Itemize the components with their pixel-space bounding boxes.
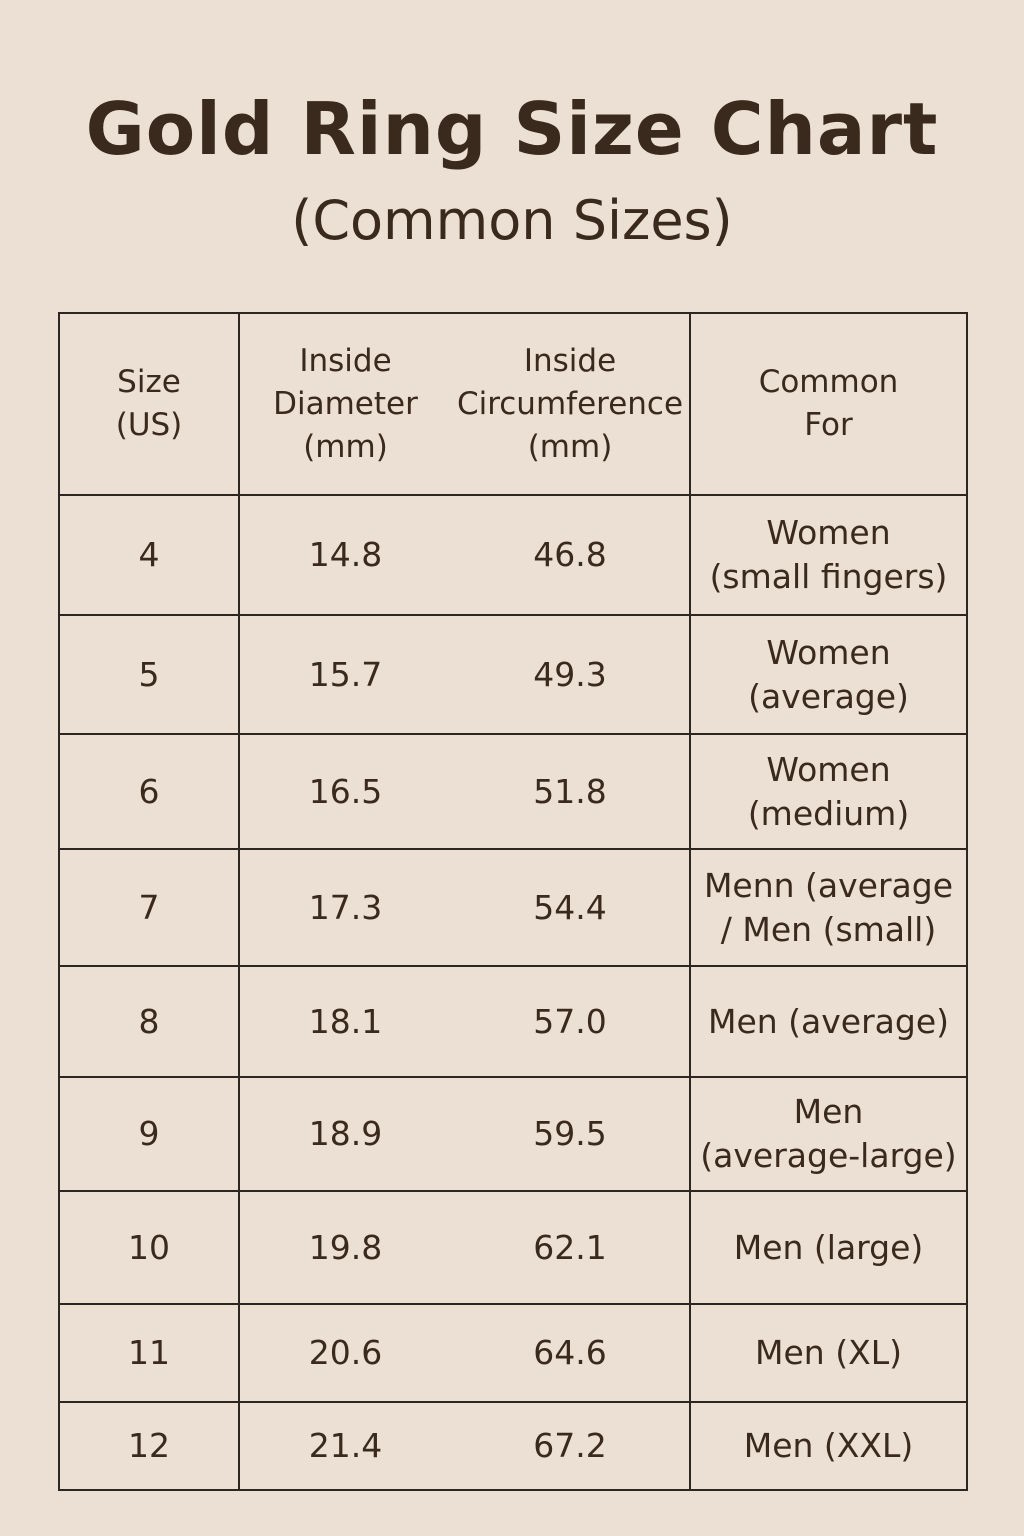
- cell-line: For: [804, 407, 853, 443]
- table-row: 10 19.8 62.1 Men (large): [58, 1190, 968, 1305]
- table-cell: 17.3: [238, 848, 451, 967]
- cell-line: Men: [793, 1092, 864, 1131]
- table-cell: 21.4: [238, 1401, 451, 1491]
- table-row: 5 15.7 49.3 Women (average): [58, 614, 968, 735]
- table-row: 7 17.3 54.4 Menn (average / Men (small): [58, 848, 968, 967]
- table-row: 9 18.9 59.5 Men (average-large): [58, 1076, 968, 1192]
- table-cell: 15.7: [238, 614, 451, 735]
- table-cell: Women (small fingers): [689, 494, 968, 616]
- cell-line: Men (large): [733, 1227, 924, 1267]
- cell-line: Women: [766, 513, 891, 552]
- cell-line: (US): [115, 407, 183, 443]
- cell-line: Menn (average: [703, 865, 954, 905]
- table-cell: 14.8: [238, 494, 451, 616]
- table-cell: Women (average): [689, 614, 968, 735]
- table-cell: Men (average-large): [689, 1076, 968, 1192]
- table-cell: 57.0: [451, 965, 691, 1078]
- cell-line: (small fingers): [709, 557, 948, 596]
- table-cell: 20.6: [238, 1303, 451, 1403]
- table-cell: Men (XL): [689, 1303, 968, 1403]
- table-cell: 7: [58, 848, 240, 967]
- table-cell: 59.5: [451, 1076, 691, 1192]
- header-cell: Size (US): [58, 312, 240, 496]
- cell-line: (mm): [303, 428, 388, 465]
- cell-line: Diameter: [273, 385, 418, 422]
- cell-line: / Men (small): [720, 909, 937, 949]
- table-cell: Men (average): [689, 965, 968, 1078]
- table-cell: 64.6: [451, 1303, 691, 1403]
- title: Gold Ring Size Chart: [85, 87, 939, 171]
- cell-line: Women: [766, 632, 891, 672]
- cell-line: Inside: [299, 342, 392, 379]
- table-cell: 51.8: [451, 733, 691, 850]
- cell-line: (medium): [747, 793, 910, 833]
- table-cell: 11: [58, 1303, 240, 1403]
- table-cell: 19.8: [238, 1190, 451, 1305]
- table-cell: Men (large): [689, 1190, 968, 1305]
- table-cell: 9: [58, 1076, 240, 1192]
- cell-line: Men (average): [707, 1001, 950, 1041]
- table-cell: 5: [58, 614, 240, 735]
- table-cell: 54.4: [451, 848, 691, 967]
- table-cell: 8: [58, 965, 240, 1078]
- table-cell: 4: [58, 494, 240, 616]
- table-cell: 18.9: [238, 1076, 451, 1192]
- table-cell: 10: [58, 1190, 240, 1305]
- cell-line: Common: [758, 364, 899, 400]
- cell-line: Inside: [523, 342, 617, 379]
- cell-line: (mm): [527, 428, 613, 465]
- table-row: 4 14.8 46.8 Women (small fingers): [58, 494, 968, 616]
- cell-line: Men (XXL): [743, 1426, 914, 1465]
- header-cell: Inside Diameter (mm): [238, 312, 451, 496]
- table-cell: 49.3: [451, 614, 691, 735]
- header-row: Size (US) Inside Diameter (mm) Inside Circumfe…: [58, 312, 968, 496]
- table-row: 12 21.4 67.2 Men (XXL): [58, 1401, 968, 1491]
- table-cell: 62.1: [451, 1190, 691, 1305]
- table-row: 11 20.6 64.6 Men (XL): [58, 1303, 968, 1403]
- table-cell: 12: [58, 1401, 240, 1491]
- table-cell: Men (XXL): [689, 1401, 968, 1491]
- subtitle: (Common Sizes): [291, 189, 733, 252]
- cell-line: (average): [748, 676, 909, 716]
- table-cell: 67.2: [451, 1401, 691, 1491]
- table-cell: Women (medium): [689, 733, 968, 850]
- table-cell: 16.5: [238, 733, 451, 850]
- table-row: 6 16.5 51.8 Women (medium): [58, 733, 968, 850]
- cell-line: Size: [117, 364, 181, 400]
- header-cell: Inside Circumference (mm): [451, 312, 691, 496]
- cell-line: Women: [766, 749, 891, 789]
- cell-line: (average-large): [700, 1136, 957, 1175]
- cell-line: Circumference: [456, 385, 684, 422]
- table-cell: 18.1: [238, 965, 451, 1078]
- table-cell: 46.8: [451, 494, 691, 616]
- cell-line: Men (XL): [755, 1333, 902, 1372]
- header-cell: Common For: [689, 312, 968, 496]
- size-table: Size (US) Inside Diameter (mm) Inside Circumfe…: [58, 312, 968, 1491]
- table-cell: Menn (average / Men (small): [689, 848, 968, 967]
- table-cell: 6: [58, 733, 240, 850]
- table-row: 8 18.1 57.0 Men (average): [58, 965, 968, 1078]
